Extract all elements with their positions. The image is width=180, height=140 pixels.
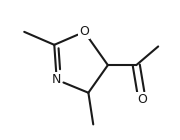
Text: N: N <box>52 73 61 86</box>
Text: O: O <box>79 25 89 38</box>
Text: O: O <box>137 93 147 106</box>
